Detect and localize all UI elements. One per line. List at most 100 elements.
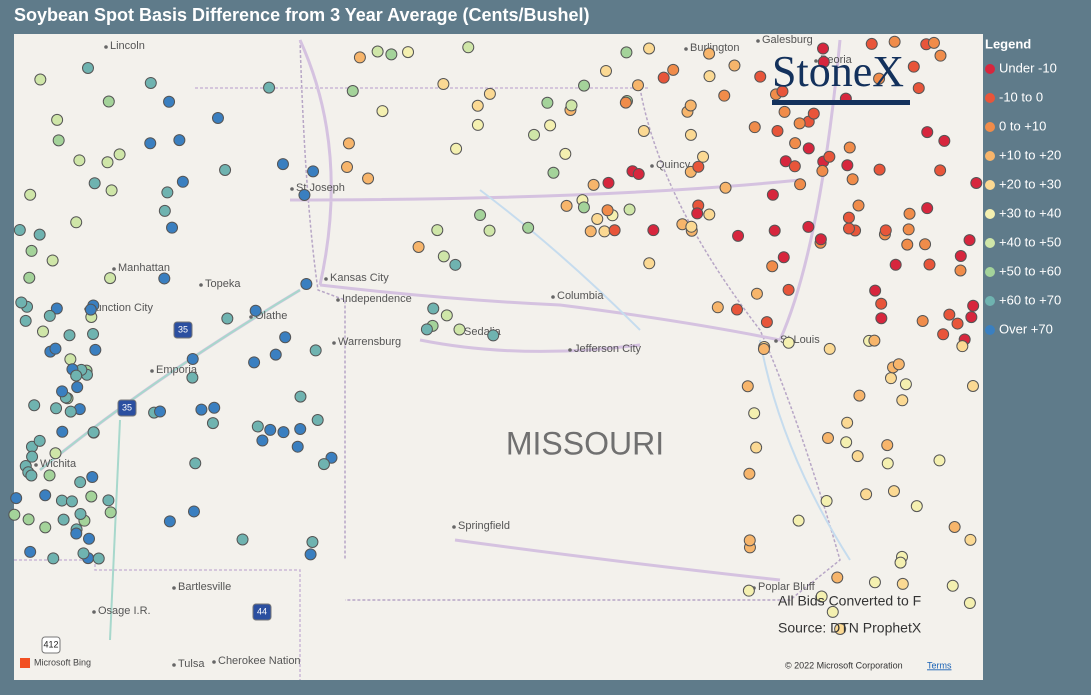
bid-point — [963, 234, 976, 247]
bid-point — [794, 178, 807, 191]
place-dot — [92, 610, 96, 614]
bid-point — [965, 311, 978, 324]
bid-point — [102, 494, 115, 507]
bid-point — [522, 221, 535, 234]
bid-point — [158, 204, 171, 217]
bid-point — [742, 584, 755, 597]
road-shield — [41, 636, 61, 654]
bid-point — [77, 547, 90, 560]
place-dot — [112, 267, 116, 271]
bid-point — [912, 82, 925, 95]
bid-point — [43, 309, 56, 322]
bid-point — [294, 390, 307, 403]
bid-point — [263, 81, 276, 94]
bid-point — [750, 441, 763, 454]
bid-point — [718, 89, 731, 102]
bid-point — [15, 296, 28, 309]
bid-point — [766, 260, 779, 273]
bid-point — [104, 272, 117, 285]
bid-point — [113, 148, 126, 161]
bid-point — [88, 177, 101, 190]
bid-point — [846, 173, 859, 186]
bid-point — [28, 399, 41, 412]
bid-point — [13, 224, 26, 237]
bid-point — [951, 317, 964, 330]
bid-point — [560, 199, 573, 212]
bid-point — [70, 369, 83, 382]
bid-point — [10, 492, 23, 505]
bid-point — [741, 380, 754, 393]
bid-point — [842, 222, 855, 235]
bid-point — [963, 597, 976, 610]
bid-point — [602, 176, 615, 189]
place-label: Osage I.R. — [98, 605, 151, 617]
bid-point — [19, 314, 32, 327]
place-dot — [249, 315, 253, 319]
bid-point — [852, 199, 865, 212]
bid-point — [777, 251, 790, 264]
bid-point — [892, 358, 905, 371]
bid-point — [471, 99, 484, 112]
bid-point — [907, 60, 920, 73]
bid-point — [144, 137, 157, 150]
bid-point — [956, 340, 969, 353]
legend-label: 0 to +10 — [999, 118, 1046, 133]
bid-point — [544, 119, 557, 132]
bid-point — [8, 508, 21, 521]
bid-point — [251, 420, 264, 433]
bid-point — [782, 336, 795, 349]
bid-point — [711, 301, 724, 314]
bid-point — [176, 175, 189, 188]
bid-point — [449, 258, 462, 271]
bid-point — [768, 224, 781, 237]
bid-point — [868, 576, 881, 589]
bid-point — [889, 258, 902, 271]
road-shield — [117, 399, 137, 417]
bid-point — [87, 426, 100, 439]
bid-point — [853, 389, 866, 402]
place-label: Columbia — [557, 290, 604, 302]
place-label: Springfield — [458, 520, 510, 532]
bid-point — [793, 117, 806, 130]
bid-point — [691, 207, 704, 220]
bid-point — [732, 229, 745, 242]
bid-point — [684, 99, 697, 112]
bid-point — [903, 207, 916, 220]
legend-swatch — [985, 93, 995, 103]
bid-point — [748, 121, 761, 134]
bid-point — [584, 225, 597, 238]
bid-point — [815, 590, 828, 603]
legend-title: Legend — [985, 36, 1031, 51]
bid-point — [916, 314, 929, 327]
bid-point — [471, 118, 484, 131]
bid-point — [967, 299, 980, 312]
bid-point — [46, 254, 59, 267]
bid-point — [667, 63, 680, 76]
bid-point — [83, 532, 96, 545]
bid-point — [954, 264, 967, 277]
place-label: Warrensburg — [338, 336, 401, 348]
terms-link[interactable]: Terms — [927, 660, 952, 670]
place-dot — [650, 164, 654, 168]
bid-point — [306, 535, 319, 548]
bid-point — [934, 164, 947, 177]
bid-point — [353, 51, 366, 64]
place-label: Junction City — [90, 302, 153, 314]
legend-swatch — [985, 296, 995, 306]
bid-point — [970, 176, 983, 189]
bid-point — [719, 181, 732, 194]
bid-point — [65, 495, 78, 508]
bid-point — [341, 161, 354, 174]
bid-point — [276, 158, 289, 171]
place-dot — [172, 586, 176, 590]
legend-swatch — [985, 209, 995, 219]
bid-point — [842, 211, 855, 224]
bid-point — [74, 507, 87, 520]
bid-point — [291, 440, 304, 453]
bid-point — [248, 356, 261, 369]
place-dot — [774, 339, 778, 343]
legend-label: +40 to +50 — [999, 234, 1061, 249]
bid-point — [437, 250, 450, 263]
place-dot — [568, 348, 572, 352]
